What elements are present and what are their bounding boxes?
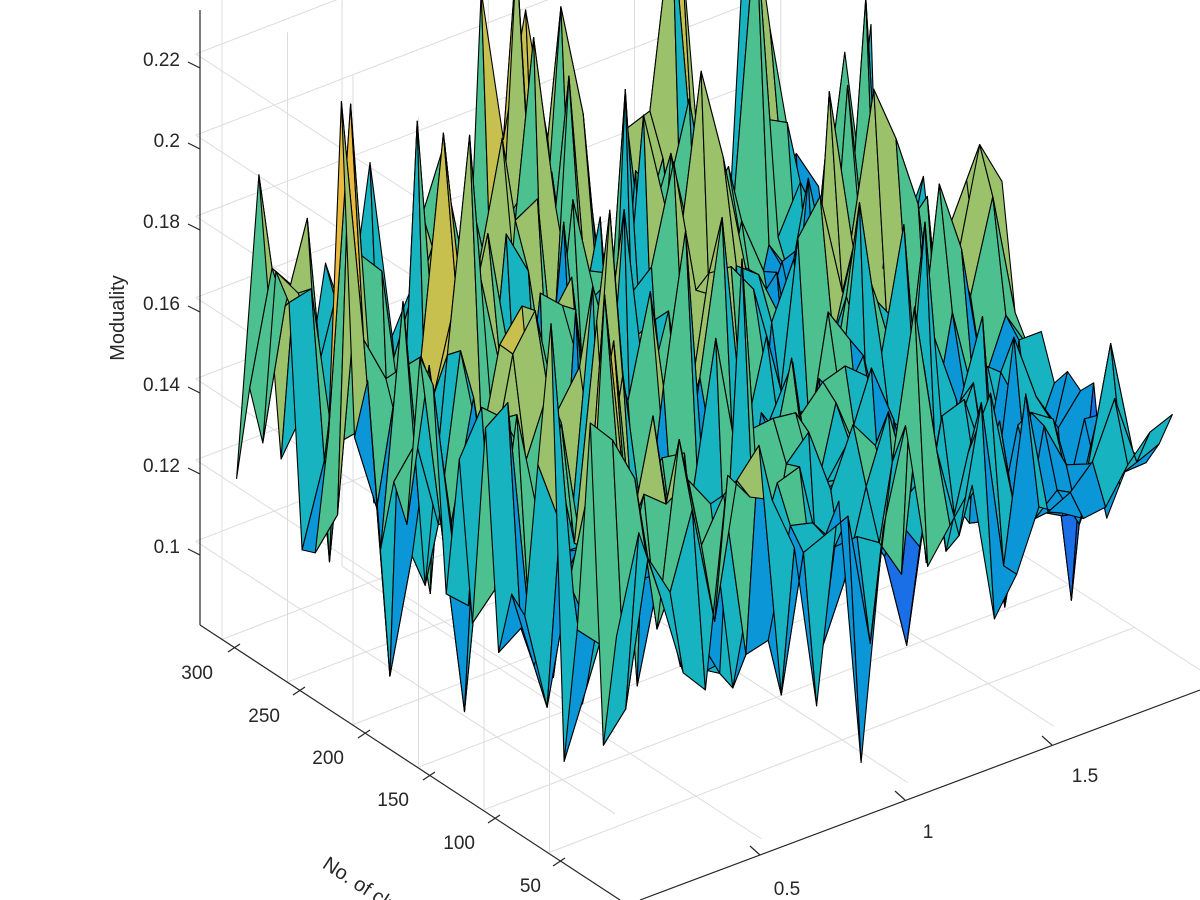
axis-layer bbox=[187, 10, 1200, 900]
z-tick-label: 0.18 bbox=[143, 212, 180, 233]
y-axis-line bbox=[199, 624, 621, 900]
y-tick-mark bbox=[552, 857, 566, 867]
x-tick-label: 0.5 bbox=[774, 879, 800, 900]
z-tick-label: 0.1 bbox=[154, 537, 180, 558]
surface-plot bbox=[236, 0, 1173, 763]
x-tick-label: 1.5 bbox=[1072, 766, 1098, 787]
x-tick-mark bbox=[894, 790, 906, 801]
z-tick-mark bbox=[187, 548, 201, 556]
z-tick-mark bbox=[187, 305, 201, 313]
grid-line bbox=[549, 626, 1135, 853]
grid-line bbox=[341, 565, 762, 840]
z-axis-title: Moduality bbox=[107, 275, 129, 361]
y-tick-label: 250 bbox=[248, 706, 280, 727]
x-axis-line bbox=[639, 689, 1200, 900]
grid-line bbox=[483, 584, 1070, 811]
y-tick-mark bbox=[292, 686, 306, 696]
x-tick-mark bbox=[1041, 735, 1053, 746]
z-tick-label: 0.12 bbox=[143, 456, 180, 477]
y-axis-title: No. of clusters bbox=[319, 853, 438, 900]
z-tick-mark bbox=[187, 142, 201, 150]
y-tick-label: 100 bbox=[443, 833, 475, 854]
z-tick-label: 0.16 bbox=[143, 294, 180, 315]
y-tick-mark bbox=[422, 771, 436, 781]
y-tick-mark bbox=[227, 643, 241, 653]
y-tick-label: 150 bbox=[377, 790, 409, 811]
y-tick-label: 200 bbox=[312, 748, 344, 769]
z-tick-label: 0.22 bbox=[143, 50, 180, 71]
z-tick-label: 0.2 bbox=[154, 131, 180, 152]
surface-facet bbox=[1136, 414, 1173, 463]
x-tick-label: 1 bbox=[923, 822, 934, 843]
y-tick-mark bbox=[487, 814, 501, 824]
y-tick-mark bbox=[357, 729, 371, 739]
z-tick-mark bbox=[187, 386, 201, 394]
y-tick-label: 50 bbox=[520, 876, 541, 897]
z-tick-mark bbox=[187, 467, 201, 475]
z-tick-mark bbox=[187, 223, 201, 231]
grid-line bbox=[195, 0, 338, 55]
y-tick-label: 300 bbox=[181, 663, 213, 684]
z-tick-mark bbox=[187, 61, 201, 69]
x-tick-mark bbox=[749, 845, 761, 856]
z-tick-label: 0.14 bbox=[143, 375, 180, 396]
grid-line bbox=[195, 540, 616, 815]
